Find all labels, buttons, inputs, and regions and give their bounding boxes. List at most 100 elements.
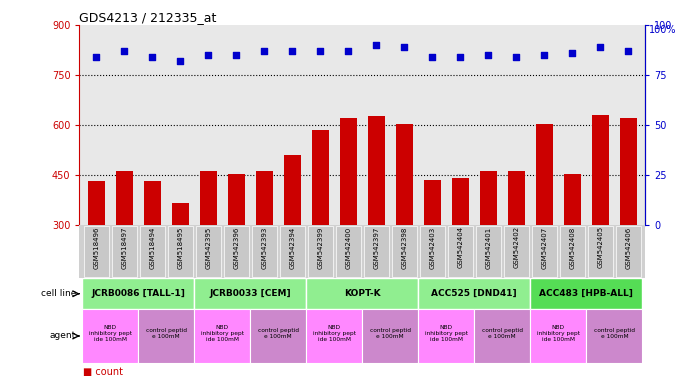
Bar bbox=[82, 278, 194, 309]
Text: JCRB0033 [CEM]: JCRB0033 [CEM] bbox=[209, 289, 291, 298]
Bar bbox=[340, 118, 357, 225]
Bar bbox=[586, 309, 642, 363]
Point bbox=[426, 54, 437, 60]
Text: NBD
inhibitory pept
ide 100mM: NBD inhibitory pept ide 100mM bbox=[537, 325, 580, 342]
Point bbox=[119, 48, 130, 54]
Text: control peptid
e 100mM: control peptid e 100mM bbox=[482, 328, 523, 339]
Text: GDS4213 / 212335_at: GDS4213 / 212335_at bbox=[79, 12, 217, 25]
Bar bbox=[284, 155, 301, 225]
Bar bbox=[508, 171, 524, 225]
Bar bbox=[592, 115, 609, 225]
Text: JCRB0086 [TALL-1]: JCRB0086 [TALL-1] bbox=[91, 289, 185, 298]
Point bbox=[343, 48, 354, 54]
Text: GSM542396: GSM542396 bbox=[233, 226, 239, 269]
Text: GSM542408: GSM542408 bbox=[569, 226, 575, 268]
Text: NBD
inhibitory pept
ide 100mM: NBD inhibitory pept ide 100mM bbox=[425, 325, 468, 342]
Bar bbox=[200, 171, 217, 225]
Text: GSM542403: GSM542403 bbox=[429, 226, 435, 268]
Text: KOPT-K: KOPT-K bbox=[344, 289, 381, 298]
Text: NBD
inhibitory pept
ide 100mM: NBD inhibitory pept ide 100mM bbox=[201, 325, 244, 342]
Bar bbox=[194, 278, 306, 309]
Bar bbox=[418, 278, 531, 309]
Point bbox=[371, 42, 382, 48]
Text: GSM542404: GSM542404 bbox=[457, 226, 463, 268]
Bar bbox=[82, 309, 138, 363]
FancyBboxPatch shape bbox=[475, 226, 501, 277]
Text: ACC525 [DND41]: ACC525 [DND41] bbox=[431, 289, 517, 298]
Text: GSM542402: GSM542402 bbox=[513, 226, 520, 268]
Point bbox=[259, 48, 270, 54]
Text: GSM542405: GSM542405 bbox=[598, 226, 603, 268]
Text: GSM542401: GSM542401 bbox=[485, 226, 491, 268]
Text: GSM542400: GSM542400 bbox=[345, 226, 351, 268]
FancyBboxPatch shape bbox=[195, 226, 221, 277]
Text: ■ count: ■ count bbox=[83, 367, 123, 377]
FancyBboxPatch shape bbox=[279, 226, 305, 277]
Bar bbox=[531, 309, 586, 363]
Text: GSM518496: GSM518496 bbox=[93, 226, 99, 269]
Text: control peptid
e 100mM: control peptid e 100mM bbox=[594, 328, 635, 339]
Text: ACC483 [HPB-ALL]: ACC483 [HPB-ALL] bbox=[540, 289, 633, 298]
FancyBboxPatch shape bbox=[112, 226, 137, 277]
Text: 100%: 100% bbox=[649, 25, 676, 35]
Text: GSM542395: GSM542395 bbox=[205, 226, 211, 268]
Bar bbox=[116, 171, 132, 225]
FancyBboxPatch shape bbox=[420, 226, 445, 277]
Bar bbox=[256, 171, 273, 225]
Point bbox=[203, 52, 214, 58]
Bar bbox=[480, 171, 497, 225]
Bar bbox=[250, 309, 306, 363]
Text: cell line: cell line bbox=[41, 289, 76, 298]
Text: agent: agent bbox=[50, 331, 76, 341]
FancyBboxPatch shape bbox=[308, 226, 333, 277]
Bar bbox=[452, 178, 469, 225]
Text: GSM518494: GSM518494 bbox=[149, 226, 155, 269]
Text: GSM542406: GSM542406 bbox=[625, 226, 631, 268]
Text: GSM542399: GSM542399 bbox=[317, 226, 323, 269]
Text: GSM542397: GSM542397 bbox=[373, 226, 380, 269]
FancyBboxPatch shape bbox=[364, 226, 389, 277]
Point bbox=[287, 48, 298, 54]
Point bbox=[315, 48, 326, 54]
Text: GSM518495: GSM518495 bbox=[177, 226, 183, 269]
Bar bbox=[88, 181, 105, 225]
Bar bbox=[172, 203, 188, 225]
Bar bbox=[474, 309, 531, 363]
FancyBboxPatch shape bbox=[560, 226, 585, 277]
FancyBboxPatch shape bbox=[448, 226, 473, 277]
Bar bbox=[620, 118, 637, 225]
Point bbox=[175, 58, 186, 64]
Text: GSM542393: GSM542393 bbox=[262, 226, 267, 269]
Bar bbox=[418, 309, 474, 363]
Point bbox=[566, 50, 578, 56]
Bar bbox=[144, 181, 161, 225]
FancyBboxPatch shape bbox=[504, 226, 529, 277]
Bar bbox=[138, 309, 194, 363]
FancyBboxPatch shape bbox=[224, 226, 249, 277]
Bar bbox=[362, 309, 418, 363]
FancyBboxPatch shape bbox=[139, 226, 165, 277]
Point bbox=[511, 54, 522, 60]
Point bbox=[230, 52, 241, 58]
Text: NBD
inhibitory pept
ide 100mM: NBD inhibitory pept ide 100mM bbox=[313, 325, 356, 342]
Text: control peptid
e 100mM: control peptid e 100mM bbox=[146, 328, 187, 339]
Bar bbox=[368, 116, 384, 225]
Bar bbox=[228, 174, 245, 225]
FancyBboxPatch shape bbox=[335, 226, 361, 277]
FancyBboxPatch shape bbox=[392, 226, 417, 277]
Point bbox=[455, 54, 466, 60]
Bar bbox=[531, 278, 642, 309]
Text: control peptid
e 100mM: control peptid e 100mM bbox=[370, 328, 411, 339]
FancyBboxPatch shape bbox=[532, 226, 557, 277]
Point bbox=[399, 44, 410, 50]
FancyBboxPatch shape bbox=[168, 226, 193, 277]
Bar bbox=[564, 174, 581, 225]
Bar bbox=[306, 278, 418, 309]
Text: GSM542407: GSM542407 bbox=[542, 226, 547, 268]
Point bbox=[483, 52, 494, 58]
FancyBboxPatch shape bbox=[83, 226, 109, 277]
Point bbox=[539, 52, 550, 58]
Bar bbox=[194, 309, 250, 363]
Bar bbox=[312, 131, 328, 225]
FancyBboxPatch shape bbox=[615, 226, 641, 277]
